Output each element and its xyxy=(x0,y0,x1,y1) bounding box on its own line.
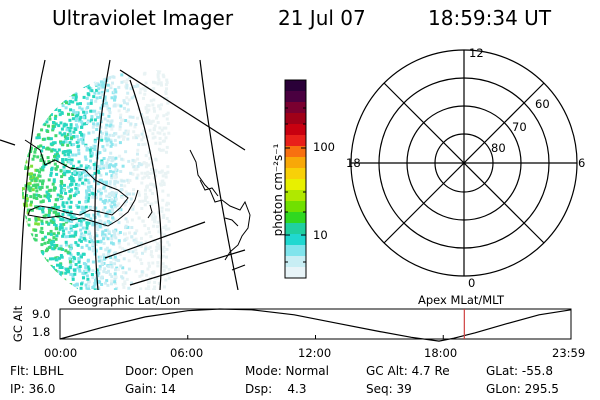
mlt-diagonal-b xyxy=(383,82,545,244)
auroral-emission xyxy=(22,70,260,290)
colorbar-tick-10: 10 xyxy=(313,228,328,242)
colorbar-stripe xyxy=(285,201,306,213)
gc-altitude-line xyxy=(59,308,572,342)
y-axis-label: GC Alt xyxy=(11,305,25,343)
x-tick-2359: 23:59 xyxy=(552,346,586,360)
colorbar-stripe xyxy=(285,223,306,235)
colorbar-stripe xyxy=(285,267,306,279)
filter-status: Flt: LBHL xyxy=(10,364,64,378)
colorbar-stripe xyxy=(285,256,306,268)
right-panel-label: Apex MLat/MLT xyxy=(418,293,505,307)
date-label: 21 Jul 07 xyxy=(278,6,366,30)
colorbar-stripe xyxy=(285,179,306,191)
polar-mlat-mlt-grid xyxy=(350,49,578,277)
time-label: 18:59:34 UT xyxy=(428,6,552,30)
gain-status: Gain: 14 xyxy=(125,382,176,396)
seq-status: Seq: 39 xyxy=(366,382,412,396)
gc-altitude-timeline xyxy=(59,308,572,342)
colorbar-stripe xyxy=(285,168,306,180)
colorbar-stripe xyxy=(285,135,306,147)
colorbar-stripe xyxy=(285,234,306,246)
colorbar-stripe xyxy=(285,91,306,103)
left-panel-label: Geographic Lat/Lon xyxy=(68,293,181,307)
mlt-label-18: 18 xyxy=(346,156,361,170)
x-tick-1200: 12:00 xyxy=(298,346,332,360)
instrument-title: Ultraviolet Imager xyxy=(52,6,234,30)
mlt-label-12: 12 xyxy=(469,46,484,60)
geographic-image-panel xyxy=(0,59,260,290)
x-tick-1800: 18:00 xyxy=(424,346,458,360)
mlt-label-6: 6 xyxy=(578,156,586,170)
colorbar xyxy=(284,79,307,279)
mlat-label-70: 70 xyxy=(512,120,527,134)
coastline xyxy=(24,139,251,261)
colorbar-stripe xyxy=(285,113,306,125)
y-tick-1-8: 1.8 xyxy=(32,325,51,339)
colorbar-stripe xyxy=(285,245,306,257)
colorbar-stripe xyxy=(285,102,306,114)
mode-status: Mode: Normal xyxy=(245,364,329,378)
plot-frame xyxy=(59,308,572,340)
mlat-label-60: 60 xyxy=(535,97,550,111)
glat-status: GLat: -55.8 xyxy=(486,364,553,378)
mlt-label-0: 0 xyxy=(468,276,476,290)
y-tick-9-0: 9.0 xyxy=(32,307,51,321)
colorbar-stripe xyxy=(285,212,306,224)
x-tick-0000: 00:00 xyxy=(44,346,78,360)
ip-status: IP: 36.0 xyxy=(10,382,56,396)
colorbar-scale xyxy=(285,80,306,279)
colorbar-tick-100: 100 xyxy=(313,140,335,154)
x-tick-0600: 06:00 xyxy=(170,346,204,360)
door-status: Door: Open xyxy=(125,364,194,378)
glon-status: GLon: 295.5 xyxy=(486,382,559,396)
colorbar-stripe xyxy=(285,157,306,169)
gc-alt-status: GC Alt: 4.7 Re xyxy=(366,364,450,378)
colorbar-stripe xyxy=(285,80,306,92)
colorbar-stripe xyxy=(285,146,306,158)
dsp-status: Dsp: 4.3 xyxy=(245,382,307,396)
graticule xyxy=(0,59,246,290)
colorbar-stripe xyxy=(285,124,306,136)
colorbar-ticks xyxy=(285,107,306,263)
colorbar-stripe xyxy=(285,190,306,202)
mlat-label-80: 80 xyxy=(491,141,506,155)
